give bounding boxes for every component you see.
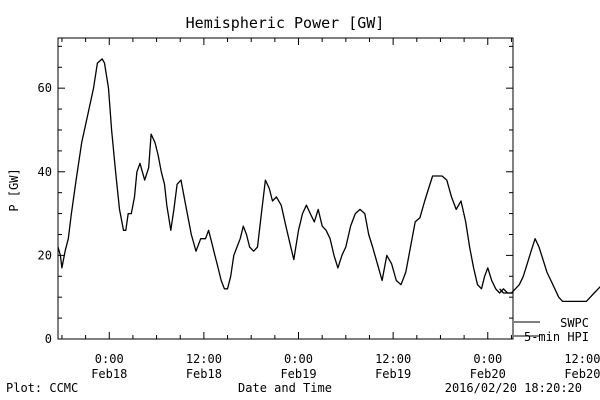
series-layer — [57, 58, 600, 303]
x-axis-ticks: 0:00Feb1812:00Feb180:00Feb1912:00Feb190:… — [61, 38, 600, 381]
y-tick-label: 0 — [45, 332, 52, 346]
x-tick-time-label: 0:00 — [95, 352, 124, 366]
x-axis-label: Date and Time — [238, 381, 332, 395]
y-axis-ticks: 0 20 40 60 — [38, 45, 513, 346]
legend-label: 5-min HPI — [524, 330, 589, 344]
x-tick-date-label: Feb18 — [186, 367, 222, 381]
plot-frame — [57, 37, 514, 340]
x-tick-time-label: 0:00 — [473, 352, 502, 366]
x-tick-date-label: Feb18 — [91, 367, 127, 381]
x-tick-date-label: Feb19 — [375, 367, 411, 381]
y-tick-label: 20 — [38, 248, 52, 262]
y-tick-label: 60 — [38, 81, 52, 95]
x-tick-time-label: 12:00 — [186, 352, 222, 366]
chart-title: Hemispheric Power [GW] — [186, 14, 385, 32]
plot-credit: Plot: CCMC — [6, 381, 78, 395]
x-tick-date-label: Feb20 — [470, 367, 506, 381]
series-line-1 — [499, 238, 600, 303]
plot-timestamp: 2016/02/20 18:20:20 — [445, 381, 582, 395]
x-tick-time-label: 12:00 — [375, 352, 411, 366]
legend-label: SWPC — [560, 316, 589, 330]
y-axis-label: P [GW] — [7, 168, 21, 211]
x-tick-date-label: Feb19 — [280, 367, 316, 381]
x-tick-date-label: Feb20 — [564, 367, 600, 381]
x-tick-time-label: 12:00 — [564, 352, 600, 366]
x-tick-time-label: 0:00 — [284, 352, 313, 366]
y-tick-label: 40 — [38, 165, 52, 179]
series-line-0 — [57, 58, 513, 294]
